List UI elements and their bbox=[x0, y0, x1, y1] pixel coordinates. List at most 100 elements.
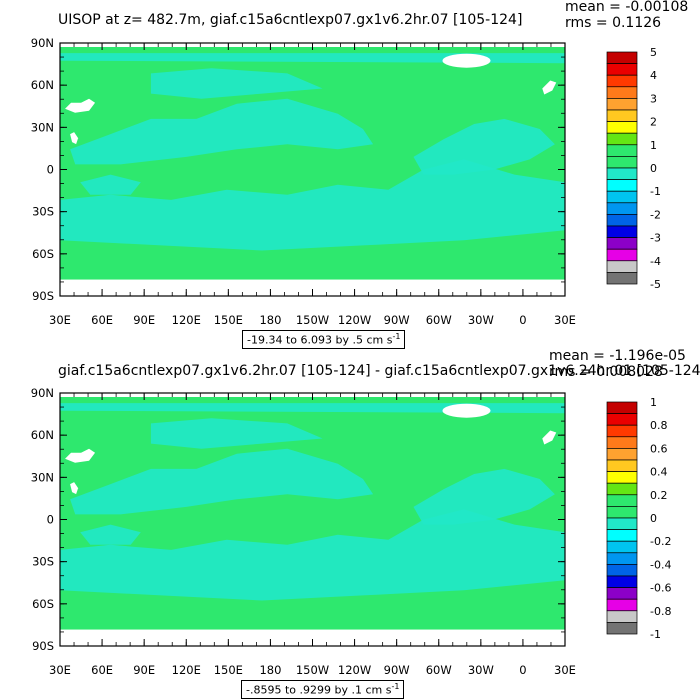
cyan-region bbox=[60, 403, 565, 414]
colorbar-label: 2 bbox=[650, 116, 657, 129]
lon-label: 60E bbox=[91, 313, 113, 327]
colorbar-swatch bbox=[606, 587, 638, 600]
colorbar-swatch bbox=[606, 109, 638, 122]
greenland-mask bbox=[442, 53, 491, 68]
colorbar-swatch bbox=[606, 540, 638, 554]
colorbar-swatch bbox=[606, 459, 638, 472]
lon-label: 150E bbox=[214, 313, 243, 327]
cyan-region bbox=[70, 448, 374, 515]
colorbar-swatch bbox=[606, 622, 638, 635]
greenland-mask bbox=[442, 403, 491, 418]
colorbar-swatch bbox=[606, 225, 638, 238]
colorbar-swatch bbox=[606, 482, 638, 496]
lon-label: 60W bbox=[426, 313, 452, 327]
colorbar-label: 0.6 bbox=[650, 442, 668, 455]
colorbar-label: 1 bbox=[650, 396, 657, 409]
colorbar-swatch bbox=[606, 86, 638, 99]
colorbar-swatch bbox=[606, 471, 638, 484]
colorbar-swatch bbox=[606, 552, 638, 565]
lat-label: 30S bbox=[32, 205, 54, 219]
cyan-region bbox=[60, 509, 565, 601]
colorbar-swatch bbox=[606, 144, 638, 157]
lon-label: 150E bbox=[214, 663, 243, 677]
lon-label: 180 bbox=[259, 313, 281, 327]
lon-label: 90E bbox=[133, 663, 155, 677]
lat-label: 0 bbox=[47, 513, 54, 527]
colorbar-label: -0.2 bbox=[650, 535, 671, 548]
cyan-region bbox=[70, 98, 374, 165]
island-mask bbox=[70, 482, 79, 495]
colorbar-label: 1 bbox=[650, 139, 657, 152]
colorbar-swatch bbox=[606, 132, 638, 146]
lat-label: 30N bbox=[31, 470, 54, 484]
island-mask bbox=[70, 132, 79, 145]
panel-2-mean: mean = -1.196e-05 bbox=[549, 348, 686, 364]
island-mask bbox=[542, 430, 557, 445]
lon-label: 30E bbox=[49, 663, 71, 677]
colorbar-label: 0.4 bbox=[650, 466, 668, 479]
lon-label: 30E bbox=[554, 663, 576, 677]
lat-label: 90N bbox=[31, 36, 54, 50]
colorbar-label: -4 bbox=[650, 255, 661, 268]
colorbar-label: -0.4 bbox=[650, 558, 671, 571]
colorbar-swatch bbox=[606, 401, 638, 414]
colorbar-label: 0.8 bbox=[650, 419, 668, 432]
island-mask bbox=[65, 98, 96, 113]
panel-1-map: 90N 60N 30N 0 30S 60S 90S 30E 60E 90E 120E 150E 180 1… bbox=[31, 36, 661, 327]
cyan-region bbox=[150, 68, 323, 99]
lat-label: 30N bbox=[31, 120, 54, 134]
colorbar-swatch bbox=[606, 74, 638, 88]
lon-label: 30E bbox=[554, 313, 576, 327]
panel-2-map: 90N 60N 30N 0 30S 60S 90S 30E 60E 90E 120E 150E 180 1… bbox=[31, 386, 672, 677]
panel-2-title: giaf.c15a6cntlexp07.gx1v6.2hr.07 [105-12… bbox=[58, 363, 700, 379]
colorbar-label: 5 bbox=[650, 46, 657, 59]
lat-label: 90S bbox=[32, 289, 54, 303]
lon-label: 0 bbox=[519, 663, 526, 677]
lat-label: 90S bbox=[32, 639, 54, 653]
cyan-region bbox=[413, 468, 555, 525]
colorbar-swatch bbox=[606, 598, 638, 612]
colorbar-label: -1 bbox=[650, 628, 661, 641]
lon-label: 120E bbox=[172, 663, 201, 677]
colorbar-swatch bbox=[606, 260, 638, 273]
lat-label: 60N bbox=[31, 428, 54, 442]
cyan-region bbox=[150, 418, 323, 449]
colorbar-swatch bbox=[606, 237, 638, 250]
colorbar-swatch bbox=[606, 156, 638, 169]
lon-label: 90W bbox=[384, 313, 410, 327]
panel-1-title: UISOP at z= 482.7m, giaf.c15a6cntlexp07.… bbox=[58, 12, 523, 28]
colorbar-label: 0 bbox=[650, 162, 657, 175]
colorbar-label: -5 bbox=[650, 278, 661, 291]
lat-label: 30S bbox=[32, 555, 54, 569]
lon-label: 90W bbox=[384, 663, 410, 677]
colorbar-swatch bbox=[606, 167, 638, 180]
colorbar-swatch bbox=[606, 424, 638, 438]
colorbar-swatch bbox=[606, 506, 638, 519]
colorbar-label: -2 bbox=[650, 208, 661, 221]
colorbar-label: -3 bbox=[650, 232, 661, 245]
lat-label: 60S bbox=[32, 597, 54, 611]
colorbar-swatch bbox=[606, 202, 638, 215]
colorbar-swatch bbox=[606, 272, 638, 285]
lon-label: 0 bbox=[519, 313, 526, 327]
lon-label: 30W bbox=[468, 663, 494, 677]
island-mask bbox=[542, 80, 557, 95]
colorbar-swatch bbox=[606, 63, 638, 76]
cyan-region bbox=[60, 53, 565, 64]
cyan-region bbox=[60, 159, 565, 251]
lat-label: 0 bbox=[47, 163, 54, 177]
colorbar-label: -0.6 bbox=[650, 582, 671, 595]
panel-2-rms: rms = 0.008028 bbox=[549, 364, 663, 380]
colorbar-swatch bbox=[606, 564, 638, 577]
lon-label: 150W bbox=[296, 313, 329, 327]
colorbar-swatch bbox=[606, 121, 638, 134]
colorbar-label: 4 bbox=[650, 69, 657, 82]
lon-label: 120W bbox=[338, 313, 371, 327]
lon-label: 120W bbox=[338, 663, 371, 677]
colorbar-swatch bbox=[606, 190, 638, 204]
colorbar-swatch bbox=[606, 517, 638, 530]
colorbar-label: -1 bbox=[650, 185, 661, 198]
colorbar-swatch bbox=[606, 98, 638, 111]
colorbar-swatch bbox=[606, 448, 638, 461]
lon-label: 90E bbox=[133, 313, 155, 327]
